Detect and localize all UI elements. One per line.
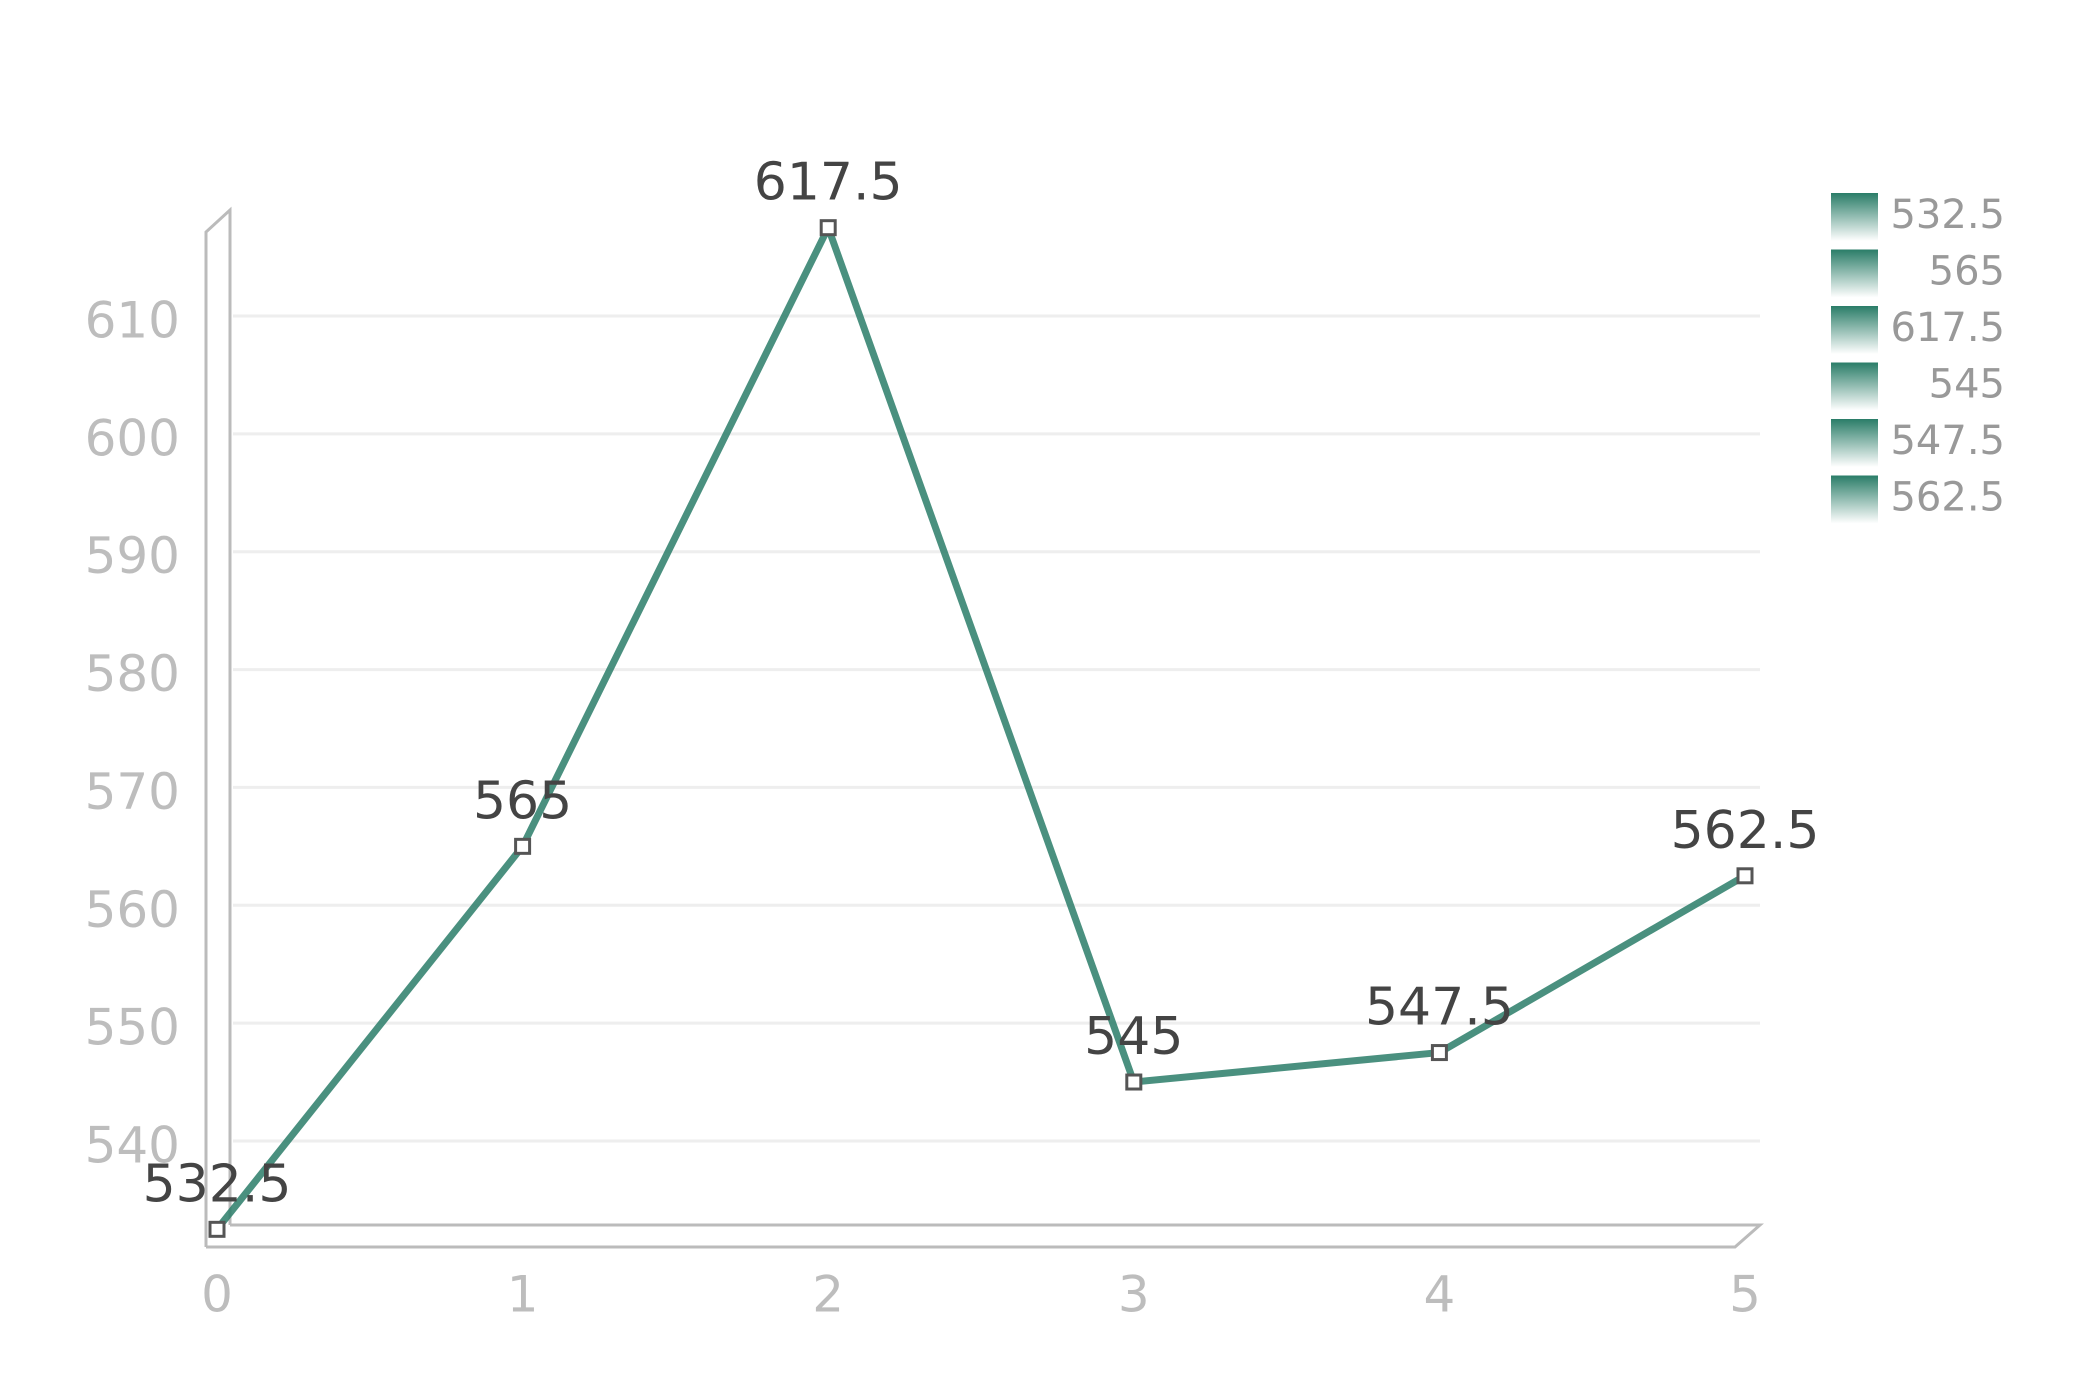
legend-label: 545 — [1929, 362, 2005, 408]
legend-label: 617.5 — [1890, 305, 2005, 351]
x-tick-label: 3 — [1118, 1266, 1150, 1324]
y-tick-label: 610 — [85, 292, 180, 350]
axis-frame — [204, 206, 1764, 1249]
legend-swatch — [1831, 419, 1878, 467]
point-marker — [208, 1220, 226, 1238]
x-tick-label: 4 — [1423, 1266, 1455, 1324]
y-tick-label: 590 — [85, 527, 180, 585]
legend-swatch — [1831, 362, 1878, 411]
y-tick-label: 560 — [85, 881, 180, 939]
legend-label: 547.5 — [1890, 418, 2005, 464]
x-tick-label: 5 — [1729, 1266, 1761, 1324]
x-tick-label: 0 — [201, 1266, 233, 1324]
legend-swatch — [1831, 249, 1878, 298]
y-tick-label: 580 — [85, 645, 180, 703]
point-marker — [514, 837, 532, 855]
data-label: 562.5 — [1671, 801, 1820, 861]
y-tick-label: 570 — [85, 763, 180, 821]
line — [214, 224, 1747, 1232]
point-marker — [819, 219, 837, 237]
x-tick-label: 2 — [812, 1266, 844, 1324]
data-label: 532.5 — [143, 1154, 292, 1214]
y-tick-label: 600 — [85, 409, 180, 467]
legend-swatch — [1831, 306, 1878, 354]
data-label: 547.5 — [1365, 978, 1514, 1038]
legend-swatch — [1831, 193, 1878, 241]
x-tick-label: 1 — [507, 1266, 539, 1324]
legend-label: 562.5 — [1890, 475, 2005, 521]
data-label: 617.5 — [754, 153, 903, 213]
point-marker — [1125, 1073, 1143, 1091]
legend-label: 532.5 — [1890, 192, 2005, 238]
y-tick-label: 550 — [85, 999, 180, 1057]
point-marker — [1430, 1044, 1448, 1062]
data-label: 545 — [1084, 1007, 1183, 1067]
y-tick-label: 540 — [85, 1116, 180, 1174]
legend-swatch — [1831, 475, 1878, 524]
data-label: 565 — [473, 771, 572, 831]
legend-label: 565 — [1929, 249, 2005, 295]
point-marker — [1736, 867, 1754, 885]
